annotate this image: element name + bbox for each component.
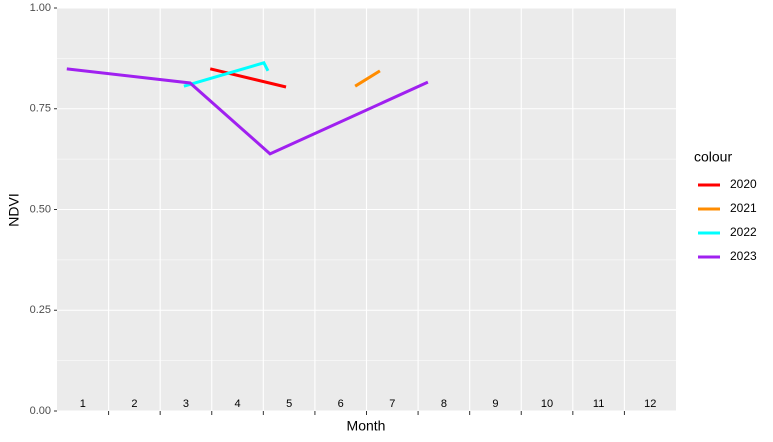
month-label: 7	[389, 398, 395, 410]
y-tick-label: 0.75	[30, 103, 51, 115]
legend-label: 2020	[730, 177, 757, 191]
month-label: 6	[338, 398, 344, 410]
month-label: 1	[80, 398, 86, 410]
series-line	[183, 61, 270, 88]
legend-label: 2023	[730, 249, 757, 263]
legend-title: colour	[694, 149, 732, 165]
month-label: 4	[234, 398, 240, 410]
x-axis-title: Month	[347, 418, 386, 434]
month-label: 5	[286, 398, 292, 410]
series-line	[209, 67, 287, 89]
legend-label: 2021	[730, 201, 757, 215]
month-label: 3	[183, 398, 189, 410]
y-tick-label: 0.25	[30, 304, 51, 316]
month-label: 8	[441, 398, 447, 410]
series-line	[354, 69, 381, 88]
series-line	[66, 67, 429, 156]
y-tick-label: 0.00	[30, 405, 51, 417]
y-tick-label: 0.50	[30, 203, 51, 215]
month-label: 2	[131, 398, 137, 410]
month-label: 9	[492, 398, 498, 410]
y-axis-title: NDVI	[6, 193, 22, 226]
month-label: 11	[593, 398, 604, 410]
month-label: 10	[541, 398, 553, 410]
y-tick-label: 1.00	[30, 2, 51, 14]
month-label: 12	[644, 398, 656, 410]
legend-label: 2022	[730, 225, 757, 239]
